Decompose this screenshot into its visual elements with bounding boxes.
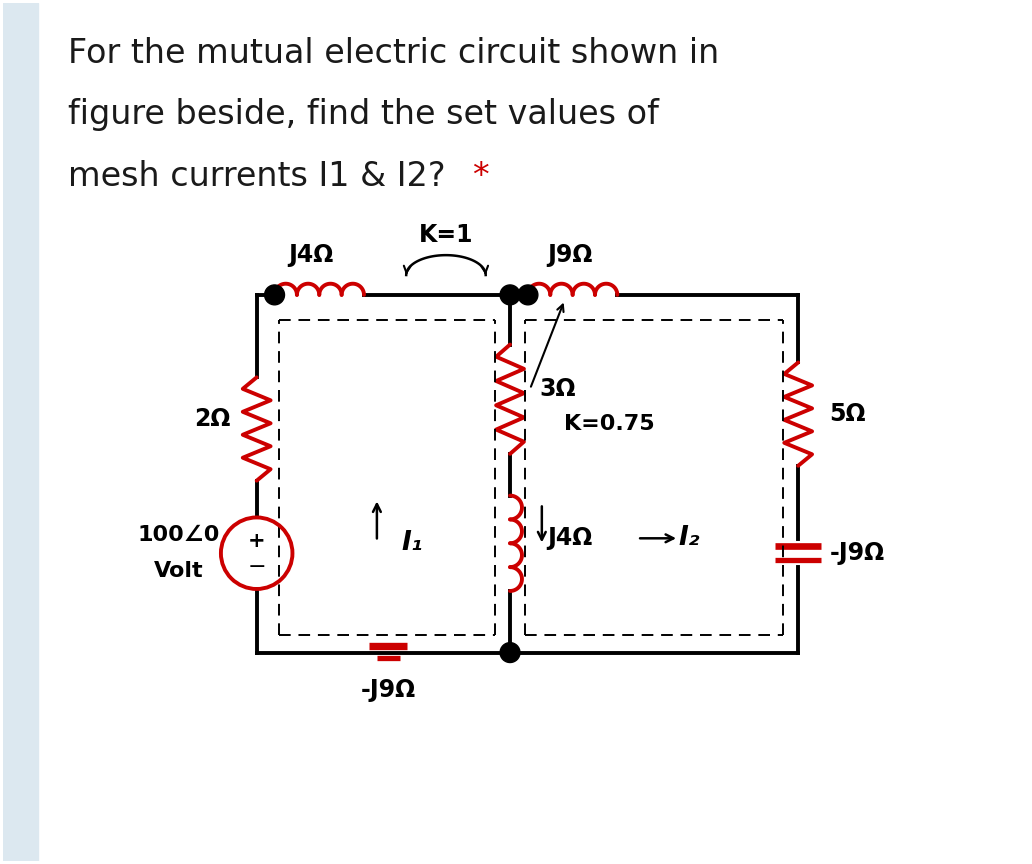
Text: J4Ω: J4Ω xyxy=(547,526,592,550)
Text: figure beside, find the set values of: figure beside, find the set values of xyxy=(68,98,658,131)
Circle shape xyxy=(264,285,285,305)
Text: +: + xyxy=(248,531,265,551)
Text: I₁: I₁ xyxy=(401,530,422,556)
Text: mesh currents I1 & I2?: mesh currents I1 & I2? xyxy=(68,160,456,193)
Text: −: − xyxy=(248,557,266,577)
Text: *: * xyxy=(473,160,489,193)
Text: -J9Ω: -J9Ω xyxy=(830,541,885,565)
Text: K=1: K=1 xyxy=(419,223,474,247)
Text: For the mutual electric circuit shown in: For the mutual electric circuit shown in xyxy=(68,36,719,70)
Text: 5Ω: 5Ω xyxy=(830,402,866,426)
Text: I₂: I₂ xyxy=(678,525,700,551)
Circle shape xyxy=(501,643,520,663)
Circle shape xyxy=(501,285,520,305)
Text: 2Ω: 2Ω xyxy=(194,407,230,431)
Text: J4Ω: J4Ω xyxy=(289,243,334,267)
Text: K=0.75: K=0.75 xyxy=(565,414,654,434)
Bar xyxy=(3,3,38,861)
Text: -J9Ω: -J9Ω xyxy=(361,678,416,702)
Text: J9Ω: J9Ω xyxy=(547,243,592,267)
Text: 3Ω: 3Ω xyxy=(540,378,576,401)
Text: 100∠0: 100∠0 xyxy=(138,525,221,545)
Circle shape xyxy=(518,285,538,305)
Text: Volt: Volt xyxy=(155,561,204,581)
